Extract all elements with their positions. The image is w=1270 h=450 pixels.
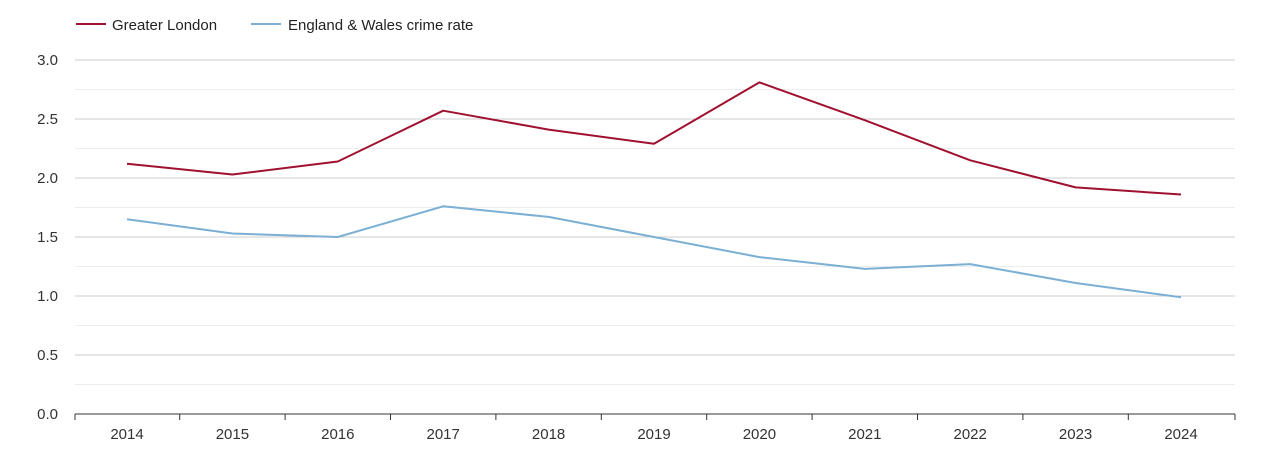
y-tick-label: 0.0 bbox=[37, 406, 58, 423]
x-tick-label: 2024 bbox=[1164, 426, 1197, 443]
data-point bbox=[546, 214, 551, 219]
x-tick-label: 2022 bbox=[954, 426, 987, 443]
gridlines bbox=[75, 59, 1235, 385]
data-point bbox=[335, 159, 340, 164]
data-point bbox=[546, 127, 551, 132]
y-tick-label: 3.0 bbox=[37, 52, 58, 69]
x-tick-label: 2017 bbox=[427, 426, 460, 443]
data-point bbox=[335, 235, 340, 240]
data-point bbox=[968, 262, 973, 267]
x-tick-label: 2019 bbox=[637, 426, 670, 443]
x-axis: 2014 2015 2016 2017 2018 2019 2020 2021 2022 2023… bbox=[74, 413, 1236, 443]
data-point bbox=[968, 158, 973, 163]
data-point bbox=[125, 161, 130, 166]
y-tick-label: 1.5 bbox=[37, 229, 58, 246]
legend: Greater London England & Wales crime rate bbox=[76, 17, 473, 34]
x-tick-label: 2023 bbox=[1059, 426, 1092, 443]
data-point bbox=[441, 108, 446, 113]
x-tick-label: 2021 bbox=[848, 426, 881, 443]
x-tick-label: 2015 bbox=[216, 426, 249, 443]
y-axis: 0.0 0.5 1.0 1.5 2.0 2.5 3.0 bbox=[37, 52, 58, 423]
legend-item: England & Wales crime rate bbox=[251, 17, 473, 34]
data-point bbox=[1073, 185, 1078, 190]
data-point bbox=[230, 231, 235, 236]
data-point bbox=[230, 172, 235, 177]
series-line-greater-london bbox=[126, 81, 1182, 196]
series-line-england-wales bbox=[126, 205, 1182, 299]
legend-item: Greater London bbox=[76, 17, 217, 34]
x-tick-label: 2014 bbox=[110, 426, 143, 443]
data-point bbox=[441, 204, 446, 209]
data-point bbox=[652, 141, 657, 146]
data-point bbox=[757, 255, 762, 260]
x-tick-label: 2020 bbox=[743, 426, 776, 443]
y-tick-label: 2.0 bbox=[37, 170, 58, 187]
data-point bbox=[757, 80, 762, 85]
data-point bbox=[125, 217, 130, 222]
legend-label: England & Wales crime rate bbox=[288, 17, 473, 34]
data-point bbox=[652, 235, 657, 240]
data-point bbox=[1179, 192, 1184, 197]
y-tick-label: 2.5 bbox=[37, 111, 58, 128]
legend-label: Greater London bbox=[112, 17, 217, 34]
data-point bbox=[862, 118, 867, 123]
x-tick-label: 2018 bbox=[532, 426, 565, 443]
y-tick-label: 1.0 bbox=[37, 288, 58, 305]
series-layer bbox=[125, 80, 1184, 300]
x-tick-label: 2016 bbox=[321, 426, 354, 443]
data-point bbox=[862, 266, 867, 271]
data-point bbox=[1179, 295, 1184, 300]
y-tick-label: 0.5 bbox=[37, 347, 58, 364]
data-point bbox=[1073, 281, 1078, 286]
